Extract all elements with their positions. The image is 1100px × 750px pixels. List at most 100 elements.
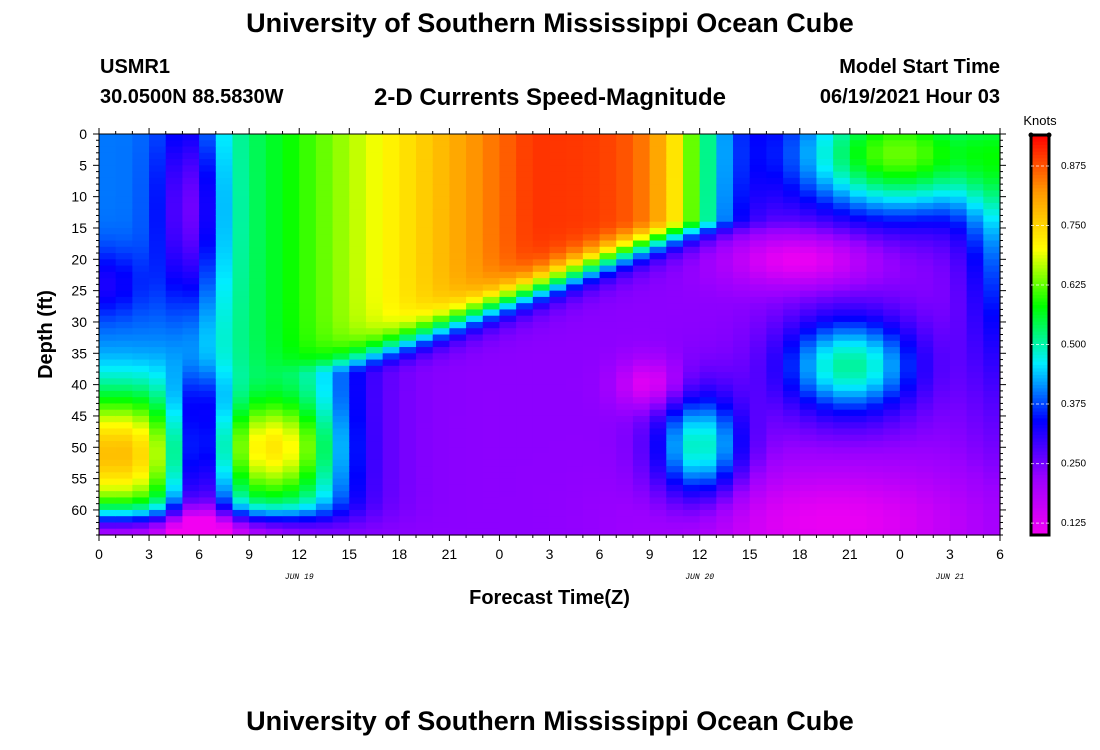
heatmap-cell <box>766 184 784 191</box>
heatmap-cell <box>532 171 551 179</box>
heatmap-cell <box>833 503 851 511</box>
heatmap-cell <box>682 284 701 292</box>
heatmap-cell <box>783 422 801 430</box>
heatmap-cell <box>899 447 918 455</box>
heatmap-cell <box>983 466 1001 473</box>
heatmap-cell <box>549 134 567 141</box>
colorbar-cell <box>1031 381 1049 386</box>
heatmap-cell <box>983 491 1001 499</box>
heatmap-cell <box>416 415 434 423</box>
heatmap-cell <box>99 284 117 292</box>
heatmap-cell <box>399 209 417 217</box>
heatmap-cell <box>599 334 617 342</box>
heatmap-cell <box>315 390 334 398</box>
colorbar-cell <box>1031 191 1049 196</box>
heatmap-cell <box>432 347 450 354</box>
heatmap-cell <box>766 340 784 348</box>
heatmap-cell <box>399 227 417 235</box>
heatmap-cell <box>582 441 601 448</box>
heatmap-cell <box>566 522 584 530</box>
heatmap-cell <box>466 459 484 467</box>
heatmap-cell <box>149 447 167 455</box>
heatmap-cell <box>699 434 717 442</box>
heatmap-cell <box>916 428 934 436</box>
heatmap-cell <box>883 215 901 223</box>
heatmap-cell <box>566 177 584 185</box>
heatmap-cell <box>549 409 567 417</box>
heatmap-cell <box>215 378 234 386</box>
heatmap-cell <box>416 309 434 317</box>
heatmap-cell <box>666 415 684 423</box>
heatmap-cell <box>99 259 117 267</box>
heatmap-cell <box>933 240 951 248</box>
heatmap-cell <box>416 491 434 499</box>
heatmap-cell <box>99 497 117 505</box>
heatmap-cell <box>332 478 350 486</box>
heatmap-cell <box>432 246 450 254</box>
heatmap-cell <box>866 409 884 417</box>
heatmap-cell <box>799 221 818 229</box>
heatmap-cell <box>549 296 567 304</box>
heatmap-cell <box>616 472 634 480</box>
heatmap-cell <box>699 140 717 148</box>
heatmap-cell <box>299 334 317 342</box>
heatmap-cell <box>616 415 634 423</box>
heatmap-cell <box>682 453 701 461</box>
heatmap-cell <box>232 491 250 499</box>
heatmap-cell <box>799 271 818 279</box>
heatmap-cell <box>566 441 584 448</box>
heatmap-cell <box>799 372 818 379</box>
heatmap-cell <box>499 522 517 530</box>
heatmap-cell <box>549 484 567 492</box>
heatmap-cell <box>716 165 734 173</box>
heatmap-cell <box>666 202 684 210</box>
colorbar-cell <box>1031 215 1049 219</box>
heatmap-cell <box>315 134 334 141</box>
heatmap-cell <box>883 265 901 273</box>
heatmap-cell <box>833 403 851 411</box>
heatmap-cell <box>99 484 117 492</box>
heatmap-cell <box>966 265 984 273</box>
heatmap-cell <box>966 165 984 173</box>
heatmap-cell <box>916 234 934 242</box>
heatmap-cell <box>499 265 517 273</box>
heatmap-cell <box>432 328 450 336</box>
heatmap-cell <box>349 253 367 260</box>
heatmap-cell <box>182 140 200 148</box>
heatmap-cell <box>699 240 717 248</box>
heatmap-cell <box>883 190 901 198</box>
heatmap-cell <box>349 265 367 273</box>
heatmap-cell <box>99 165 117 173</box>
heatmap-cell <box>249 516 267 524</box>
heatmap-cell <box>799 359 818 367</box>
heatmap-cell <box>566 278 584 285</box>
heatmap-cell <box>466 403 484 411</box>
heatmap-cell <box>749 428 768 436</box>
heatmap-cell <box>949 415 968 423</box>
heatmap-cell <box>299 278 317 285</box>
heatmap-cell <box>299 234 317 242</box>
heatmap-cell <box>799 202 818 210</box>
heatmap-cell <box>716 309 734 317</box>
heatmap-cell <box>466 466 484 473</box>
heatmap-cell <box>165 484 184 492</box>
colorbar-cell <box>1031 188 1049 193</box>
heatmap-cell <box>566 390 584 398</box>
heatmap-cell <box>649 303 667 311</box>
heatmap-cell <box>666 378 684 386</box>
heatmap-cell <box>599 503 617 511</box>
colorbar-cell <box>1031 221 1049 226</box>
heatmap-cell <box>833 378 851 386</box>
heatmap-cell <box>532 453 551 461</box>
heatmap-cell <box>849 227 868 235</box>
heatmap-cell <box>232 165 250 173</box>
heatmap-cell <box>282 171 300 179</box>
heatmap-cell <box>432 152 450 160</box>
heatmap-cell <box>315 265 334 273</box>
heatmap-cell <box>132 253 150 260</box>
heatmap-cell <box>499 378 517 386</box>
heatmap-cell <box>365 265 384 273</box>
heatmap-cell <box>115 215 133 223</box>
heatmap-cell <box>182 284 200 292</box>
heatmap-cell <box>115 434 133 442</box>
